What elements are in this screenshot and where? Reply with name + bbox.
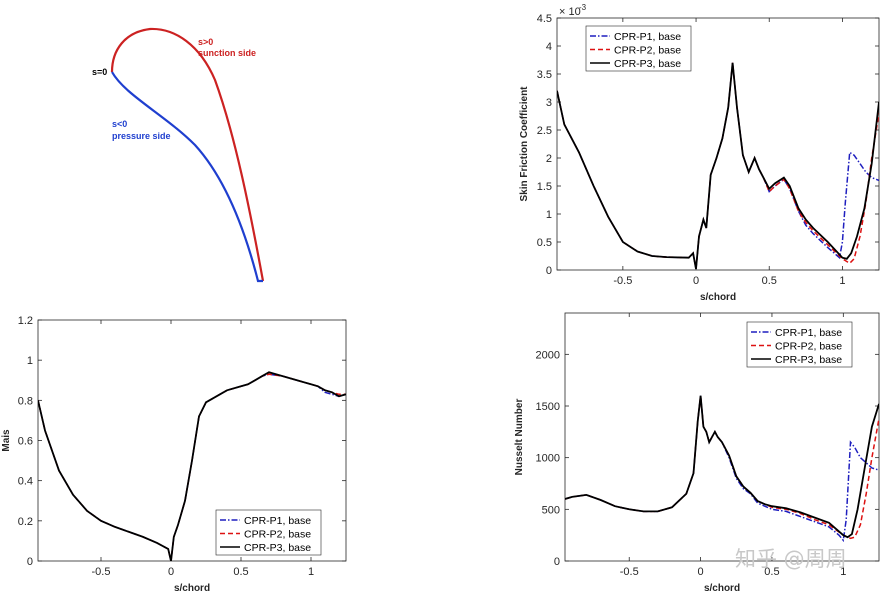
y-axis-label: Skin Friction Coefficient bbox=[519, 86, 530, 202]
y-tick-label: 0 bbox=[554, 556, 560, 568]
x-tick-label: 0 bbox=[693, 275, 699, 287]
suction-label-1: s>0 bbox=[198, 37, 213, 47]
pressure-side-curve bbox=[111, 71, 263, 283]
x-tick-label: 0.5 bbox=[233, 566, 248, 578]
s0-label: s=0 bbox=[92, 67, 107, 77]
legend-label: CPR-P3, base bbox=[775, 354, 842, 366]
series-line-1 bbox=[565, 395, 879, 543]
legend-label: CPR-P1, base bbox=[614, 31, 681, 43]
y-tick-label: 3.5 bbox=[537, 69, 552, 81]
y-axis-label: Mais bbox=[1, 429, 12, 452]
watermark: 知乎 @周周 bbox=[735, 547, 847, 571]
x-tick-label: 0 bbox=[168, 566, 174, 578]
series-line-3 bbox=[565, 395, 879, 539]
series-line-3 bbox=[557, 62, 879, 270]
x-axis-label: s/chord bbox=[174, 583, 210, 594]
pressure-label-2: pressure side bbox=[112, 131, 171, 141]
y-tick-label: 3 bbox=[546, 97, 552, 109]
y-tick-label: 0.8 bbox=[18, 395, 33, 407]
legend-label: CPR-P2, base bbox=[244, 529, 311, 541]
y-tick-label: 1500 bbox=[536, 401, 560, 413]
x-tick-label: -0.5 bbox=[613, 275, 632, 287]
y-tick-label: 0.4 bbox=[18, 476, 33, 488]
legend-label: CPR-P3, base bbox=[244, 542, 311, 554]
legend-label: CPR-P1, base bbox=[775, 327, 842, 339]
x-axis-label: s/chord bbox=[704, 583, 740, 594]
plot-frame bbox=[564, 312, 880, 562]
suction-label-2: sunction side bbox=[198, 48, 256, 58]
suction-side-curve bbox=[110, 27, 265, 282]
pressure-label-1: s<0 bbox=[112, 119, 127, 129]
x-tick-label: 1 bbox=[840, 566, 846, 578]
y-tick-label: 1 bbox=[27, 355, 33, 367]
x-tick-label: 1 bbox=[839, 275, 845, 287]
y-tick-label: 0 bbox=[27, 556, 33, 568]
legend-label: CPR-P3, base bbox=[614, 58, 681, 70]
x-tick-label: 1 bbox=[308, 566, 314, 578]
y-tick-label: 2 bbox=[546, 153, 552, 165]
y-tick-label: 0.2 bbox=[18, 516, 33, 528]
y-tick-label: 4 bbox=[546, 41, 552, 53]
x-tick-label: 0.5 bbox=[764, 566, 779, 578]
y-axis-label: Nusselt Number bbox=[514, 399, 525, 476]
legend-label: CPR-P2, base bbox=[614, 45, 681, 57]
y-tick-label: 2000 bbox=[536, 349, 560, 361]
plot-frame bbox=[556, 17, 880, 271]
y-exponent-label: × 10 bbox=[559, 6, 581, 18]
series-line-3 bbox=[38, 371, 346, 561]
y-exponent-power: -3 bbox=[579, 3, 587, 12]
x-axis-label: s/chord bbox=[700, 292, 736, 303]
y-tick-label: 1000 bbox=[536, 453, 560, 465]
y-tick-label: 0 bbox=[546, 265, 552, 277]
y-tick-label: 0.6 bbox=[18, 436, 33, 448]
legend-label: CPR-P1, base bbox=[244, 515, 311, 527]
y-tick-label: 500 bbox=[542, 504, 560, 516]
y-tick-label: 0.5 bbox=[537, 237, 552, 249]
y-tick-label: 1 bbox=[546, 209, 552, 221]
y-tick-label: 1.2 bbox=[18, 315, 33, 327]
x-tick-label: -0.5 bbox=[92, 566, 111, 578]
legend-label: CPR-P2, base bbox=[775, 341, 842, 353]
x-tick-label: -0.5 bbox=[620, 566, 639, 578]
x-tick-label: 0 bbox=[698, 566, 704, 578]
series-line-2 bbox=[565, 395, 879, 540]
y-tick-label: 2.5 bbox=[537, 125, 552, 137]
x-tick-label: 0.5 bbox=[762, 275, 777, 287]
y-tick-label: 4.5 bbox=[537, 13, 552, 25]
y-tick-label: 1.5 bbox=[537, 181, 552, 193]
